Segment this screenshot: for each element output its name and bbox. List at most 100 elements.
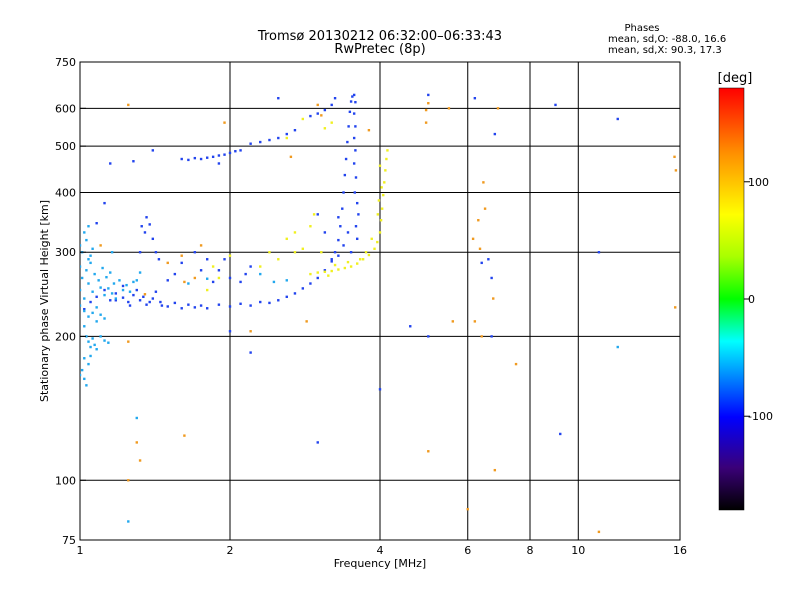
data-point — [223, 258, 226, 261]
data-point — [249, 351, 252, 354]
data-point — [228, 305, 232, 308]
data-point — [187, 158, 190, 162]
data-point — [333, 251, 337, 254]
data-point — [376, 213, 380, 216]
data-point — [159, 300, 162, 304]
data-point — [127, 520, 130, 523]
data-point — [355, 201, 359, 205]
data-point — [346, 231, 350, 234]
grid-lines — [80, 62, 680, 540]
data-point — [339, 225, 342, 228]
data-point — [228, 276, 232, 280]
data-point — [316, 441, 319, 444]
data-point — [205, 258, 209, 261]
data-point — [135, 288, 138, 292]
data-point — [193, 156, 197, 160]
data-point — [354, 225, 358, 228]
x-tick-label: 2 — [227, 544, 234, 557]
data-point — [316, 276, 319, 280]
data-point — [109, 271, 112, 274]
data-point — [301, 117, 305, 121]
data-point — [277, 96, 280, 100]
data-point — [376, 240, 379, 244]
data-point — [135, 416, 138, 420]
data-point — [193, 251, 197, 254]
data-point — [127, 300, 130, 304]
data-point — [559, 432, 562, 436]
data-point — [268, 301, 271, 305]
data-point — [114, 292, 118, 295]
data-point — [211, 280, 215, 284]
data-point — [301, 247, 305, 250]
data-point — [217, 269, 221, 272]
data-point — [330, 103, 333, 107]
data-point — [127, 103, 130, 107]
data-point — [337, 268, 340, 271]
x-tick-label: 1 — [77, 544, 84, 557]
data-point — [354, 149, 357, 152]
data-point — [285, 136, 288, 140]
data-point — [127, 340, 130, 343]
data-point — [673, 155, 676, 159]
data-point — [380, 186, 383, 189]
data-point — [80, 373, 82, 377]
data-point — [211, 155, 215, 159]
data-point — [342, 244, 345, 247]
data-point — [91, 337, 94, 340]
data-point — [91, 311, 94, 315]
data-point — [348, 110, 352, 114]
data-point — [337, 216, 340, 219]
data-point — [674, 306, 677, 309]
data-point — [351, 95, 354, 98]
data-point — [427, 335, 430, 338]
data-point — [301, 287, 305, 290]
data-point — [173, 272, 177, 276]
data-point — [187, 303, 190, 306]
data-point — [466, 507, 469, 511]
chart-subtitle: RwPretec (8p) — [334, 42, 425, 57]
data-point — [157, 258, 161, 261]
data-point — [490, 276, 493, 280]
data-point — [205, 307, 209, 310]
data-point — [107, 341, 110, 344]
y-tick-label: 300 — [55, 246, 76, 259]
data-point — [358, 258, 362, 261]
data-point — [140, 225, 143, 228]
colorbar-tick-label: 0 — [748, 293, 755, 306]
data-point — [89, 261, 92, 265]
data-point — [80, 265, 82, 268]
x-tick-label: 16 — [673, 544, 687, 557]
data-point — [101, 266, 104, 270]
data-point — [409, 325, 412, 328]
data-point — [316, 112, 319, 115]
data-point — [373, 247, 376, 250]
data-point — [249, 330, 252, 333]
data-point — [309, 272, 312, 276]
data-point — [364, 251, 368, 254]
data-point — [320, 114, 323, 117]
data-point — [293, 251, 297, 254]
data-point — [180, 261, 183, 265]
data-point — [487, 258, 490, 261]
data-point — [370, 237, 373, 241]
data-point — [110, 251, 114, 254]
data-point — [95, 295, 98, 299]
data-point — [341, 207, 344, 210]
data-point — [193, 276, 197, 280]
data-point — [346, 260, 350, 264]
data-point — [145, 303, 148, 306]
data-point — [249, 265, 252, 268]
data-point — [330, 121, 333, 124]
data-point — [80, 276, 84, 280]
data-point — [480, 261, 483, 265]
data-point — [80, 368, 84, 372]
data-point — [327, 274, 330, 277]
data-point — [323, 108, 327, 112]
data-point — [132, 293, 135, 297]
data-point — [217, 303, 221, 306]
y-axis-ticks: 75 100 200 300 400 500 600 750 — [55, 56, 86, 547]
data-point — [87, 225, 90, 228]
data-point — [289, 155, 293, 159]
data-point — [249, 142, 252, 145]
data-point — [138, 459, 142, 462]
